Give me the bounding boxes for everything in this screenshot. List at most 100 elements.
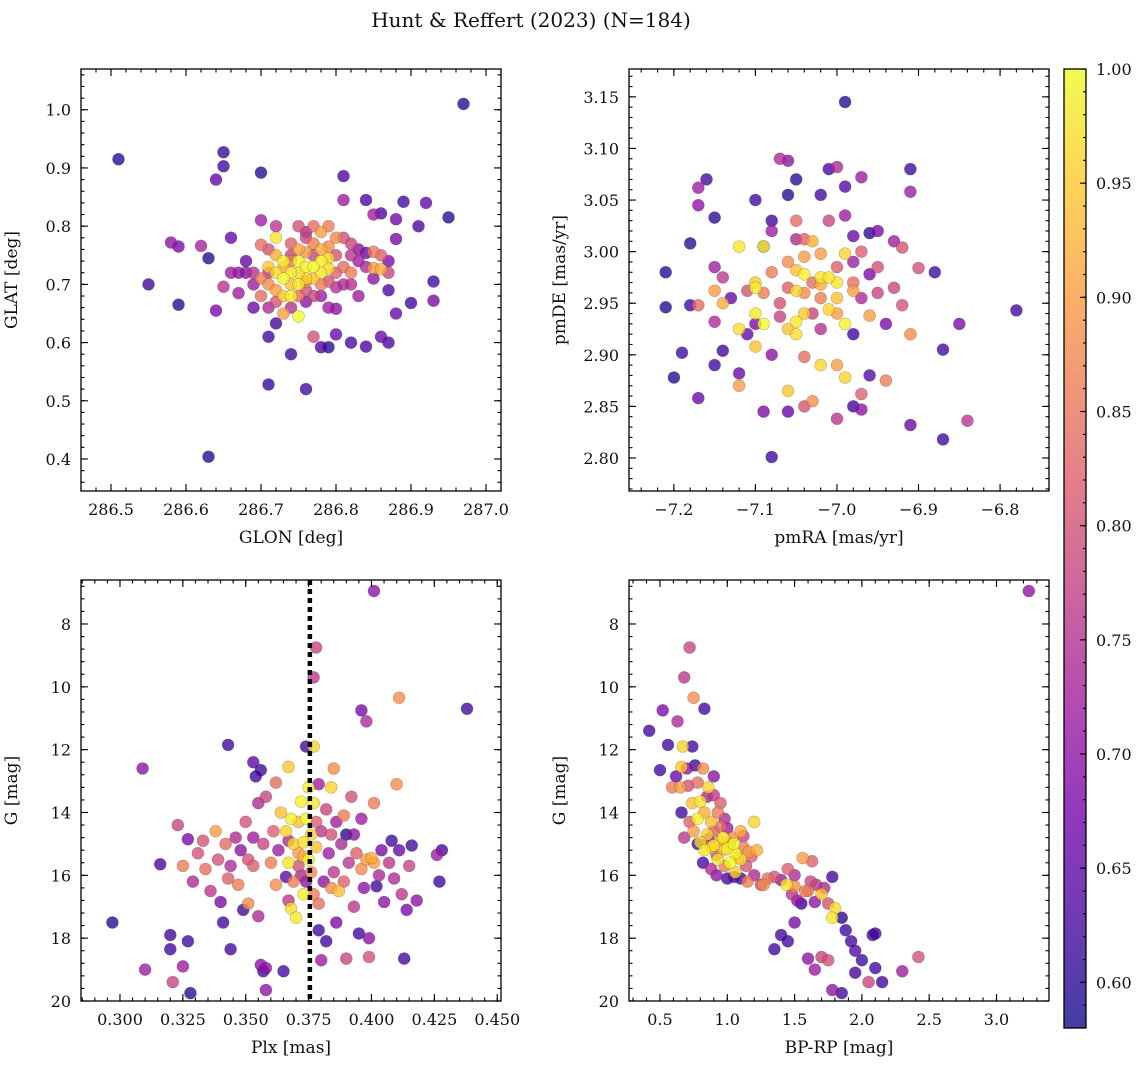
scatter-point [181,934,195,948]
scatter-point [789,327,803,341]
scatter-point [209,173,223,186]
axes-frame [628,579,1050,1002]
scatter-point [855,403,868,416]
scatter-point [814,322,828,336]
y-axis-label: pmDE [mas/yr] [550,215,570,345]
scatter-point [329,916,343,929]
scatter-point [806,235,819,248]
scatter-point [460,702,474,716]
scatter-point [747,815,761,829]
scatter-point [382,283,395,297]
scatter-point [181,832,195,846]
y-tick-label: 0.9 [46,159,71,178]
scatter-point [822,214,836,227]
scatter-point [254,289,268,303]
scatter-point [329,231,343,245]
scatter-point [815,887,828,901]
scatter-point [106,916,119,929]
scatter-point [728,865,742,879]
x-tick-label: −6.8 [981,500,1020,519]
colorbar-tick-label: 0.75 [1096,631,1132,650]
scatter-point [259,961,273,975]
x-tick-label: 286.9 [388,500,434,519]
scatter-point [239,815,252,829]
scatter-point [727,837,741,851]
scatter-point [904,162,917,176]
scatter-point [344,266,358,280]
scatter-point [797,267,811,281]
scatter-point [732,322,746,336]
scatter-point [254,238,268,252]
scatter-point [732,379,746,393]
x-tick-label: 286.5 [88,500,134,519]
y-tick-label: 20 [51,992,71,1011]
x-tick-label: −6.9 [899,500,938,519]
scatter-point [830,160,844,174]
scatter-point [224,942,237,956]
scatter-point [781,188,795,202]
scatter-point [294,795,308,808]
scatter-point [750,843,764,857]
y-tick-label: 2.85 [583,397,619,416]
scatter-point [337,193,350,207]
scatter-point [224,231,238,245]
scatter-point [667,371,681,384]
scatter-point [269,776,283,789]
y-tick-label: 3.05 [583,191,619,210]
scatter-point [199,862,212,876]
scatter-point [675,806,688,819]
y-axis-label: G [mag] [2,756,22,825]
scatter-point [219,837,232,851]
scatter-point [359,193,373,207]
scatter-point [292,310,305,323]
scatter-point [239,254,253,268]
scatter-point [814,188,828,202]
colorbar-tick-label: 1.00 [1096,60,1132,79]
scatter-point [400,903,414,917]
scatter-point [696,762,710,775]
scatter-point [838,371,852,384]
scatter-point [247,755,260,769]
y-tick-label: 14 [51,803,71,822]
scatter-point [370,879,383,893]
scatter-point [887,235,901,248]
scatter-point [269,231,283,245]
scatter-point [247,859,260,873]
x-tick-label: 1.0 [715,1010,740,1029]
scatter-point [868,927,882,940]
y-tick-label: 16 [599,866,619,885]
scatter-point [209,824,222,838]
scatter-point [164,236,178,249]
scatter-point [855,291,868,305]
scatter-point [153,857,167,871]
scatter-point [723,856,737,870]
scatter-point [374,262,388,276]
scatter-point [773,296,787,310]
scatter-point [284,289,298,303]
colorbar-tick-label: 0.85 [1096,403,1132,422]
scatter-point [875,975,889,989]
panel-pmra-pmde: −7.2 −7.1 −7.0 −6.9 −6.8 2.80 2.85 2.90 2.95 3.00… [550,68,1050,548]
y-tick-label: 10 [599,678,619,697]
y-axis-label: GLAT [deg] [2,231,22,329]
scatter-point [801,952,815,965]
scatter-point [251,909,265,923]
scatter-point [254,214,268,227]
scatter-point [259,790,273,804]
scatter-point [357,881,371,895]
scatter-point [855,245,868,258]
scatter-point [112,152,125,166]
scatter-point [702,781,715,794]
scatter-point [427,275,440,288]
scatter-point [247,301,260,314]
scatter-point [704,815,718,829]
scatter-point [846,327,860,341]
x-tick-label: −7.1 [736,500,775,519]
scatter-point [855,953,869,967]
scatter-point [808,963,822,976]
scatter-point [299,382,313,396]
scatter-point [716,296,730,310]
scatter-point [708,358,721,372]
scatter-point [716,344,730,358]
scatter-point [936,343,950,356]
